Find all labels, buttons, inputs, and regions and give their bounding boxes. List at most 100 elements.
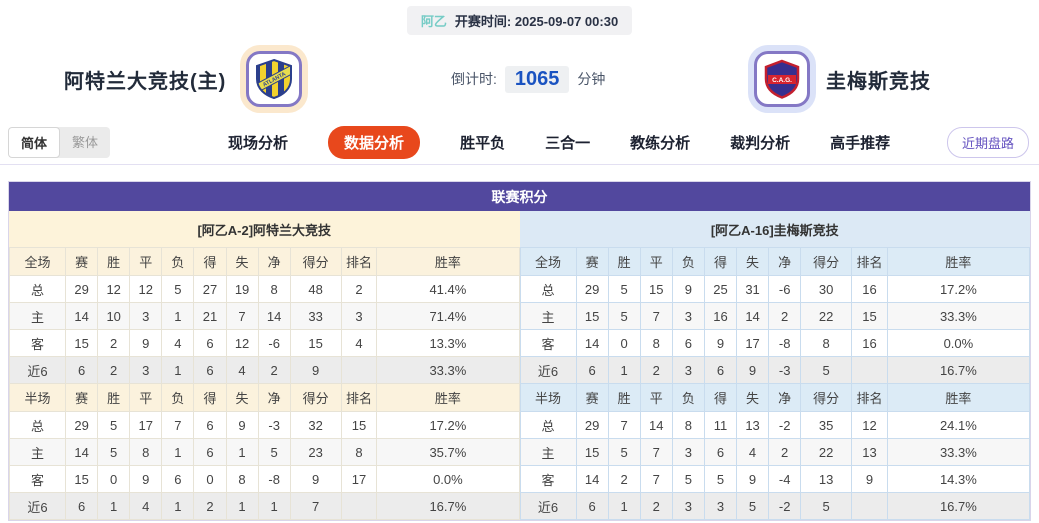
- stat-cell: 3: [703, 492, 738, 520]
- recent-trend-button[interactable]: 近期盘路: [946, 127, 1029, 158]
- stat-cell: 0.0%: [376, 465, 520, 493]
- stat-cell: 41.4%: [376, 275, 520, 303]
- column-header: 失: [225, 383, 259, 412]
- stat-cell: 12: [129, 275, 163, 303]
- home-standings-table: 全场赛胜平负得失净得分 排名 胜率总 29 12 12 5 27 19 8 48 2 41.4% 主 14 1…: [8, 247, 520, 520]
- stat-cell: 2: [340, 275, 378, 303]
- row-label: 近6: [519, 492, 577, 520]
- stat-cell: 13: [851, 438, 888, 466]
- stat-cell: 10: [97, 302, 131, 330]
- stat-cell: 5: [800, 492, 853, 520]
- countdown-label: 倒计时:: [450, 71, 497, 87]
- nav-tab-2[interactable]: 胜平负: [460, 135, 506, 152]
- stat-cell: 6: [65, 356, 99, 384]
- stat-cell: 1: [161, 356, 195, 384]
- stat-cell: 32: [289, 411, 342, 439]
- nav-tab-3[interactable]: 三合一: [545, 135, 591, 152]
- stat-cell: 6: [65, 492, 99, 520]
- stat-cell: 23: [289, 438, 342, 466]
- stat-cell: 29: [65, 411, 99, 439]
- lang-simplified-button[interactable]: 简体: [8, 127, 61, 158]
- column-header: 赛: [575, 383, 609, 412]
- column-header: 得: [703, 247, 738, 276]
- stat-cell: 5: [161, 275, 195, 303]
- stat-cell: 2: [97, 329, 131, 357]
- column-header: 胜率: [886, 383, 1031, 412]
- away-team: C.A.G. 圭梅斯竞技: [754, 51, 931, 107]
- column-header: 胜率: [886, 247, 1031, 276]
- column-header: 胜: [97, 383, 131, 412]
- nav-tab-5[interactable]: 裁判分析: [730, 135, 791, 152]
- countdown-unit: 分钟: [577, 71, 606, 87]
- stat-cell: 16.7%: [886, 492, 1031, 520]
- column-header: 胜率: [376, 247, 520, 276]
- stat-cell: 9: [289, 356, 342, 384]
- stat-cell: 9: [671, 275, 705, 303]
- row-label: 客: [8, 465, 67, 493]
- stat-cell: 9: [851, 465, 888, 493]
- nav-tab-1[interactable]: 数据分析: [328, 126, 421, 159]
- standings-title: 联赛积分: [9, 182, 1030, 211]
- stat-cell: 33.3%: [886, 438, 1031, 466]
- stat-cell: 11: [703, 411, 738, 439]
- stat-cell: 2: [257, 356, 291, 384]
- column-header: 平: [129, 247, 163, 276]
- stats-row-away: 客 14 2 7 5 5 9 -4 13 9 14.3%: [519, 465, 1031, 493]
- column-header: 得分: [289, 247, 342, 276]
- stat-cell: 5: [671, 465, 705, 493]
- row-label: 客: [519, 329, 577, 357]
- stat-cell: 7: [639, 302, 673, 330]
- stat-cell: 16: [851, 275, 888, 303]
- stat-cell: 6: [703, 438, 738, 466]
- stats-row-home: 主 14 5 8 1 6 1 5 23 8 35.7%: [8, 438, 520, 466]
- stat-cell: 33.3%: [376, 356, 520, 384]
- column-header: 负: [671, 247, 705, 276]
- stat-cell: -3: [257, 411, 291, 439]
- stats-row-recent: 近6 6 1 4 1 2 1 1 7 16.7%: [8, 492, 520, 520]
- stat-cell: 0: [193, 465, 227, 493]
- stat-cell: 5: [97, 438, 131, 466]
- nav-tab-0[interactable]: 现场分析: [228, 135, 289, 152]
- stat-cell: 9: [289, 465, 342, 493]
- home-team-logo[interactable]: ATLANTA: [246, 51, 303, 107]
- lang-traditional-button[interactable]: 繁体: [72, 135, 99, 150]
- column-header: 净: [257, 383, 291, 412]
- column-header: 得分: [289, 383, 342, 412]
- league-badge[interactable]: 阿乙: [420, 14, 447, 29]
- stat-cell: 1: [225, 438, 259, 466]
- stat-cell: -3: [768, 356, 802, 384]
- stat-cell: 15: [575, 438, 609, 466]
- stat-cell: 8: [800, 329, 853, 357]
- stat-cell: 15: [575, 302, 609, 330]
- stat-cell: 7: [289, 492, 342, 520]
- stat-cell: 5: [800, 356, 853, 384]
- stat-cell: 5: [97, 411, 131, 439]
- row-label: 主: [519, 438, 577, 466]
- stat-cell: 17: [340, 465, 378, 493]
- nav-tab-4[interactable]: 教练分析: [630, 135, 691, 152]
- column-header: 排名: [851, 383, 888, 412]
- kickoff-time: 2025-09-07 00:30: [514, 14, 619, 29]
- stat-cell: 33: [289, 302, 342, 330]
- stat-cell: 0: [97, 465, 131, 493]
- stat-cell: 19: [225, 275, 259, 303]
- stat-cell: 6: [703, 356, 738, 384]
- stat-cell: 15: [340, 411, 378, 439]
- stat-cell: 15: [851, 302, 888, 330]
- stat-cell: 12: [225, 329, 259, 357]
- column-header: 得: [193, 383, 227, 412]
- stat-cell: 9: [735, 356, 770, 384]
- stat-cell: 1: [161, 302, 195, 330]
- stat-cell: 8: [129, 438, 163, 466]
- stat-cell: 6: [161, 465, 195, 493]
- stat-cell: 2: [607, 465, 641, 493]
- stat-cell: 16: [703, 302, 738, 330]
- column-header: 排名: [340, 247, 378, 276]
- panel-headers: [阿乙A-2]阿特兰大竞技 [阿乙A-16]圭梅斯竞技: [9, 211, 1030, 247]
- stat-cell: 8: [639, 329, 673, 357]
- away-team-logo[interactable]: C.A.G.: [754, 51, 810, 107]
- nav-tab-6[interactable]: 高手推荐: [830, 135, 891, 152]
- home-team: 阿特兰大竞技(主): [64, 51, 303, 107]
- column-header: 半场: [519, 383, 577, 412]
- column-header: 得分: [800, 383, 853, 412]
